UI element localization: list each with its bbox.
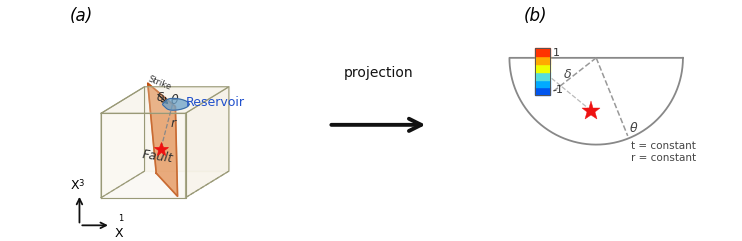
Polygon shape <box>101 171 229 198</box>
Text: 1: 1 <box>118 214 123 223</box>
Polygon shape <box>186 87 229 198</box>
Text: -1: -1 <box>553 85 564 95</box>
Polygon shape <box>101 113 186 198</box>
Text: Reservoir: Reservoir <box>186 96 244 109</box>
Text: (a): (a) <box>70 7 93 25</box>
Bar <box>535 80 550 87</box>
Text: projection: projection <box>344 66 413 80</box>
Polygon shape <box>162 98 189 110</box>
Text: t = constant: t = constant <box>631 141 695 151</box>
Text: θ: θ <box>630 122 637 135</box>
Bar <box>535 72 550 80</box>
Text: r: r <box>171 117 176 130</box>
Text: 1: 1 <box>553 48 559 58</box>
Polygon shape <box>145 87 229 171</box>
Text: Fault: Fault <box>141 148 174 165</box>
Text: δ: δ <box>157 91 164 104</box>
Text: (b): (b) <box>524 7 548 25</box>
Text: Strike: Strike <box>147 74 173 92</box>
Bar <box>535 87 550 95</box>
Polygon shape <box>101 87 145 198</box>
Text: X: X <box>70 179 79 192</box>
Text: 3: 3 <box>78 179 84 188</box>
Polygon shape <box>101 87 229 113</box>
Text: X: X <box>114 227 123 240</box>
Bar <box>535 48 550 56</box>
Text: r = constant: r = constant <box>631 153 696 163</box>
Polygon shape <box>148 83 177 196</box>
Polygon shape <box>510 58 683 145</box>
Bar <box>535 56 550 64</box>
Text: θ: θ <box>171 94 178 107</box>
Bar <box>535 64 550 72</box>
Text: δ: δ <box>564 68 572 80</box>
